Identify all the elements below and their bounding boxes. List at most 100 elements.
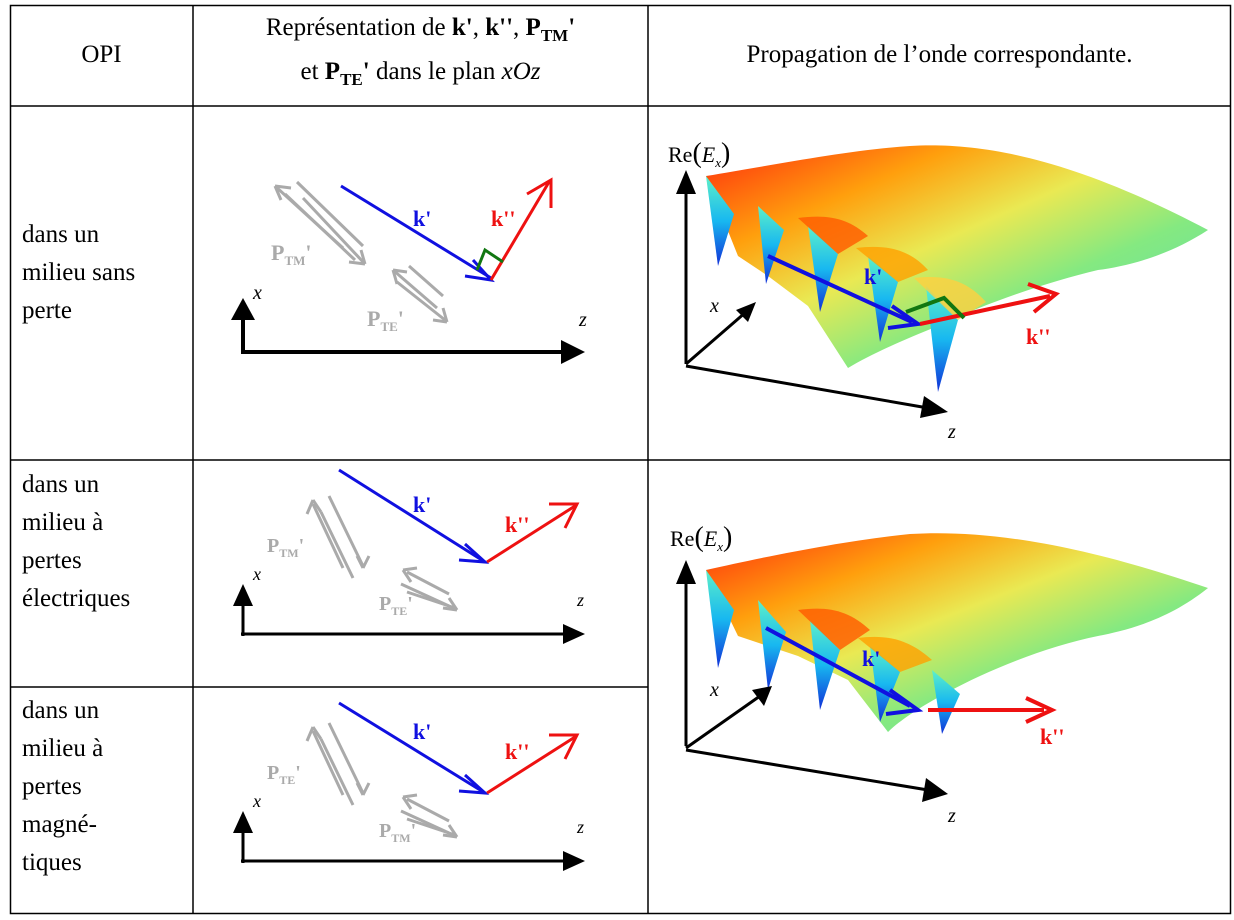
pte-double-arrow: [400, 566, 459, 612]
k2-vector: [919, 294, 1051, 326]
header-sep: ,: [472, 14, 486, 41]
header-prime: ': [362, 58, 370, 85]
ptm-double-arrow: [273, 180, 367, 266]
z-axis-arrowhead: [563, 851, 585, 871]
wave-crest: [798, 216, 868, 254]
x-axis-label: x: [252, 282, 262, 304]
x-axis: [685, 694, 761, 750]
wave-surface: [706, 533, 1208, 734]
row-label-line: dans un: [22, 697, 100, 724]
z-axis-label: z: [578, 309, 587, 331]
pte-double-arrow: [305, 722, 371, 806]
wave-crest: [808, 226, 838, 312]
header-opi: OPI: [10, 36, 193, 74]
wave-surface-top: [706, 533, 1208, 732]
header-TM: TM: [540, 26, 569, 45]
k1-vector: [340, 184, 492, 280]
row-label-magnetic: dans un milieu à pertes magné- tiques: [22, 692, 192, 882]
k1-arrowhead: [887, 304, 924, 330]
row-label-electric: dans un milieu à pertes électriques: [22, 466, 192, 618]
x-axis-arrowhead: [233, 811, 253, 833]
wave-surface: [706, 145, 1208, 392]
k1-vector: [767, 254, 913, 324]
pte-label: PTE': [367, 306, 404, 334]
perpendicular-marker: [905, 295, 966, 320]
wave-crest: [858, 636, 932, 672]
wave-crest: [758, 600, 786, 690]
header-representation: Représentation de k', k'', PTM' et PTE' …: [193, 10, 648, 98]
z-axis: [685, 364, 929, 410]
x-axis-arrowhead: [752, 686, 772, 706]
x-axis: [685, 310, 747, 366]
wave-crest: [758, 206, 784, 284]
k1-arrowhead: [458, 542, 490, 564]
row-label-line: tiques: [22, 849, 82, 876]
row-label-line: magné-: [22, 811, 97, 838]
header-TE: TE: [340, 70, 363, 89]
header-sep: ,: [513, 14, 526, 41]
k2-arrowhead: [1025, 696, 1057, 724]
z-axis: [685, 748, 929, 792]
vertical-axis-label: Re(Ex): [668, 138, 730, 170]
row-label-line: électriques: [22, 585, 131, 612]
k2-arrowhead: [526, 177, 553, 208]
header-propagation: Propagation de l’onde correspondante.: [648, 36, 1231, 74]
k1-arrowhead: [885, 688, 924, 716]
wave-crest: [870, 646, 900, 722]
ptm-double-arrow: [400, 793, 459, 839]
x-axis-label: x: [709, 679, 719, 701]
z-axis-arrowhead: [561, 340, 585, 364]
k2-label: k'': [505, 739, 529, 764]
wave-plot-lossless: x z Re(Ex) k' k'': [668, 138, 1208, 443]
k2-vector: [489, 181, 551, 281]
vector-diagram-lossless: x z PTM' PTE' k' k'': [231, 177, 587, 364]
header-k1: k': [451, 14, 473, 41]
header-text: Représentation de: [265, 14, 452, 41]
vertical-axis-arrowhead: [676, 560, 696, 584]
vertical-axis-arrowhead: [676, 170, 696, 194]
wave-crest: [706, 570, 734, 668]
pte-label: PTE': [379, 593, 413, 618]
k1-vector: [765, 626, 911, 708]
header-P: P: [324, 58, 341, 85]
row-label-line: dans un: [22, 221, 100, 248]
k1-vector: [338, 468, 486, 564]
x-axis-label: x: [709, 295, 719, 317]
k2-vector: [486, 504, 576, 564]
k2-label: k'': [491, 206, 515, 231]
x-axis-label: x: [252, 791, 261, 811]
z-axis-arrowhead: [563, 624, 585, 644]
wave-crest: [706, 176, 734, 266]
k2-label: k'': [505, 512, 529, 537]
header-text: et: [300, 58, 325, 85]
x-axis-label: x: [252, 564, 261, 584]
k1-label: k': [864, 264, 882, 289]
vector-diagram-electric: x z PTM' PTE' k' k'': [233, 468, 585, 644]
wave-crest: [932, 670, 960, 734]
header-P: P: [525, 14, 541, 41]
k2-label: k'': [1026, 324, 1050, 349]
header-text: dans le plan: [369, 58, 502, 85]
wave-crest: [798, 608, 870, 650]
k1-label: k': [413, 492, 431, 517]
z-axis-arrowhead: [922, 778, 948, 802]
pte-label: PTE': [267, 762, 301, 787]
wave-crest: [856, 246, 928, 282]
header-opi-text: OPI: [81, 41, 122, 68]
wave-surface-top: [706, 145, 1208, 368]
k2-arrowhead: [549, 502, 580, 529]
perpendicular-marker: [475, 247, 504, 271]
row-label-line: pertes: [22, 547, 82, 574]
wave-plot-lossy: x z Re(Ex) k' k'': [670, 522, 1208, 827]
header-representation-line1: Représentation de k', k'', PTM': [193, 10, 648, 54]
row-label-lossless: dans un milieu sans perte: [22, 216, 192, 330]
header-prime: ': [568, 14, 576, 41]
x-axis-arrowhead: [231, 298, 255, 320]
row-label-line: perte: [22, 297, 72, 324]
z-axis-label: z: [947, 421, 956, 443]
k1-vector: [338, 701, 486, 795]
row-label-line: milieu sans: [22, 259, 136, 286]
header-propagation-text: Propagation de l’onde correspondante.: [746, 41, 1133, 68]
vector-diagram-magnetic: x z PTE' PTM' k' k'': [233, 701, 585, 871]
z-axis-label: z: [576, 817, 584, 837]
